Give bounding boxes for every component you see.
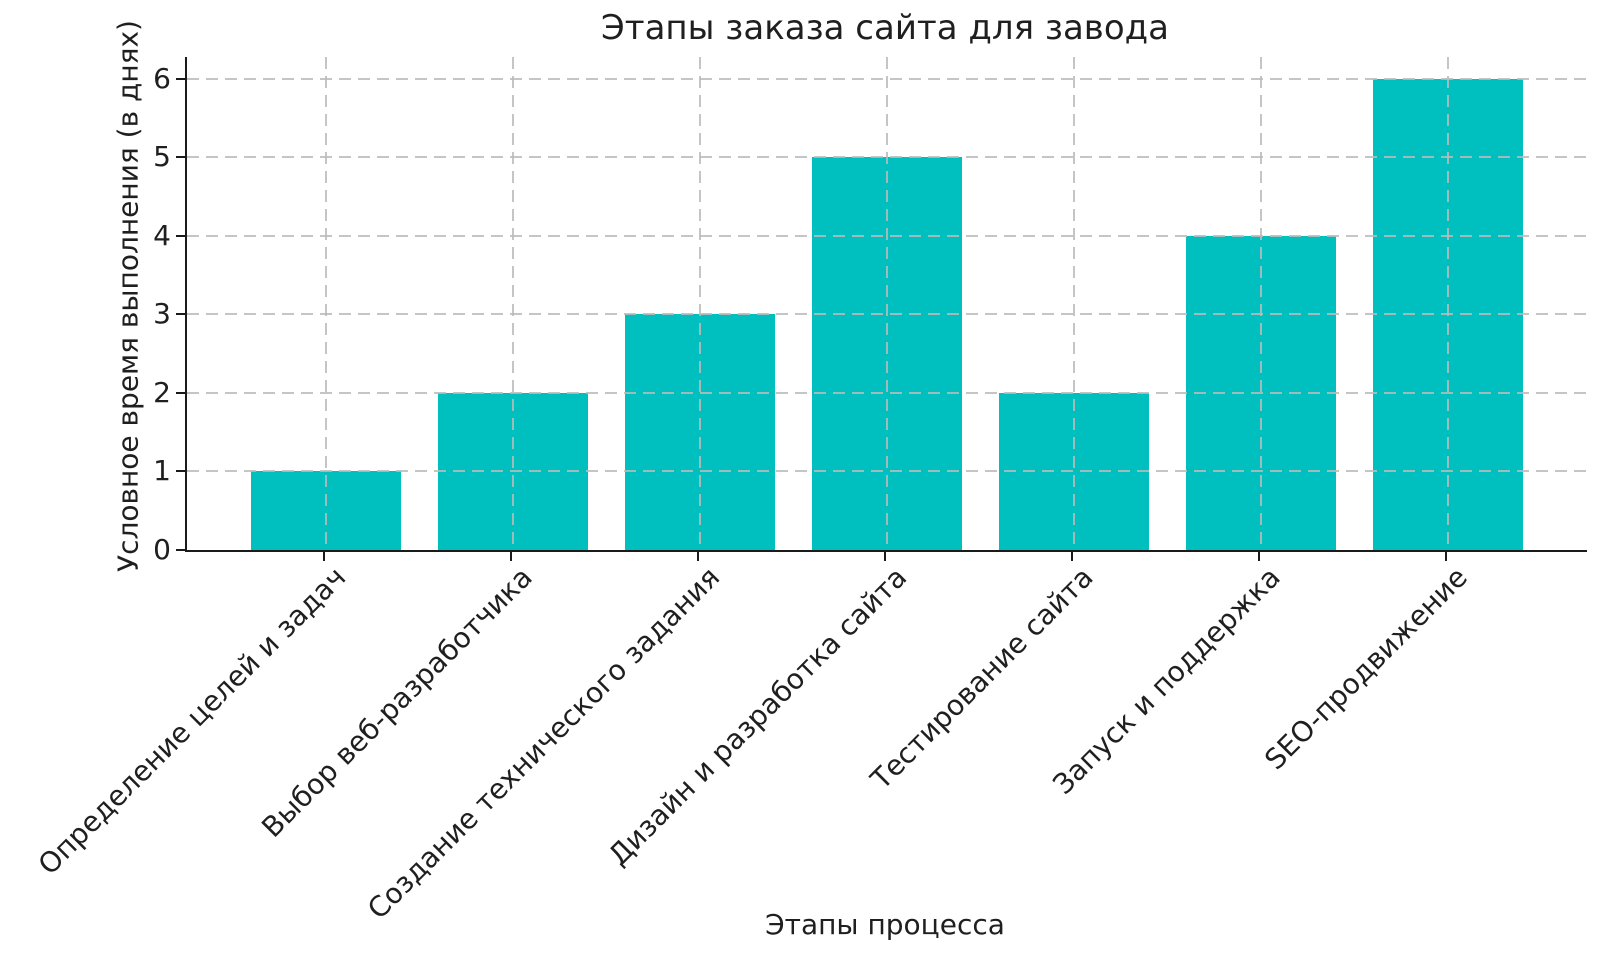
x-tick-label-text-6: SEO-продвижение	[1258, 560, 1474, 777]
y-tick-label-2: 2	[153, 376, 171, 409]
x-tick-label-text-2: Создание технического задания	[360, 560, 726, 926]
y-tick-mark-0	[176, 549, 185, 551]
bar-1	[438, 393, 588, 550]
y-tick-label-3: 3	[153, 297, 171, 330]
x-tick-mark-4	[1071, 552, 1073, 561]
x-tick-mark-6	[1445, 552, 1447, 561]
plot-area	[185, 57, 1587, 552]
x-tick-label-text-0: Определение целей и задач	[31, 560, 352, 882]
y-tick-mark-3	[176, 313, 185, 315]
bar-5	[1186, 236, 1336, 550]
chart-title: Этапы заказа сайта для завода	[601, 8, 1169, 48]
y-tick-mark-5	[176, 156, 185, 158]
y-tick-label-1: 1	[153, 454, 171, 487]
y-tick-label-6: 6	[153, 62, 171, 95]
x-axis-label: Этапы процесса	[765, 908, 1005, 941]
x-tick-mark-5	[1258, 552, 1260, 561]
y-tick-mark-6	[176, 78, 185, 80]
bar-6	[1373, 79, 1523, 550]
bar-2	[625, 314, 775, 550]
bar-0	[251, 471, 401, 550]
x-tick-mark-0	[323, 552, 325, 561]
x-tick-mark-3	[884, 552, 886, 561]
bar-4	[999, 393, 1149, 550]
bar-3	[812, 157, 962, 550]
y-tick-label-4: 4	[153, 219, 171, 252]
y-tick-mark-2	[176, 392, 185, 394]
y-tick-label-5: 5	[153, 140, 171, 173]
x-tick-mark-2	[697, 552, 699, 561]
x-tick-mark-1	[510, 552, 512, 561]
y-axis-label: Условное время выполнения (в днях)	[111, 20, 145, 572]
y-tick-mark-4	[176, 235, 185, 237]
y-tick-mark-1	[176, 470, 185, 472]
y-tick-label-0: 0	[153, 533, 171, 566]
x-tick-label-text-3: Дизайн и разработка сайта	[601, 560, 913, 872]
